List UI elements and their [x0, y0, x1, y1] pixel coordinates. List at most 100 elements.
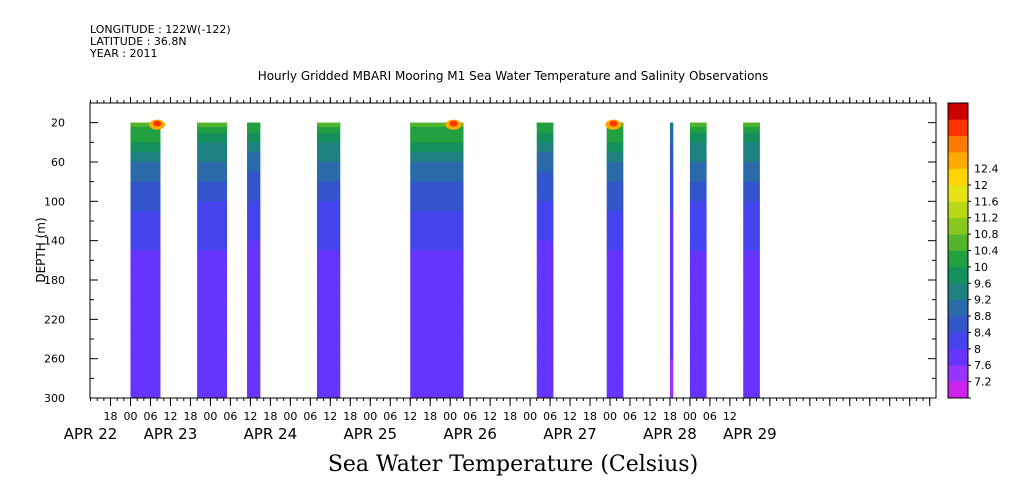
colorbar-swatch	[948, 168, 968, 186]
data-cell	[606, 240, 624, 251]
colorbar-label: 12.4	[974, 163, 999, 176]
data-cell	[410, 329, 464, 340]
data-cell	[410, 319, 464, 330]
data-cell	[606, 299, 624, 310]
data-cell	[197, 191, 228, 202]
data-cell	[689, 368, 707, 379]
data-cell	[130, 260, 161, 271]
x-tick-label: 00	[124, 410, 138, 423]
colorbar-swatch	[948, 299, 968, 317]
data-cell	[410, 211, 464, 222]
data-cell	[130, 142, 161, 153]
data-cell	[669, 368, 674, 379]
data-cell	[316, 348, 341, 360]
data-cell	[606, 171, 624, 183]
data-cell	[197, 329, 228, 340]
data-cell	[410, 240, 464, 251]
data-cell	[410, 132, 464, 143]
data-cell	[410, 270, 464, 281]
data-cell	[743, 368, 760, 379]
x-day-label: APR 28	[643, 425, 697, 443]
data-cell	[536, 339, 554, 350]
x-tick-label: 00	[363, 410, 377, 423]
data-cell	[316, 250, 341, 261]
colorbar-swatch	[948, 234, 968, 251]
data-cell	[689, 152, 707, 163]
data-cell	[316, 319, 341, 330]
data-cell	[197, 299, 228, 310]
data-cell	[130, 122, 161, 133]
data-cell	[410, 309, 464, 320]
data-cell	[247, 378, 261, 389]
data-cell	[130, 191, 161, 202]
data-cell	[669, 211, 674, 222]
data-cell	[197, 132, 228, 143]
data-cell	[130, 132, 161, 143]
data-cell	[197, 240, 228, 251]
data-cell	[316, 388, 341, 399]
data-cell	[247, 201, 261, 212]
data-cell	[743, 230, 760, 242]
x-tick-label: 18	[104, 410, 118, 423]
colorbar-label: 9.6	[974, 277, 992, 290]
data-cell	[410, 171, 464, 183]
x-tick-label: 00	[203, 410, 217, 423]
x-tick-label: 12	[563, 410, 577, 423]
data-cell	[689, 280, 707, 291]
colorbar-label: 10	[974, 261, 988, 274]
x-day-label: APR 23	[144, 425, 198, 443]
data-cell	[130, 230, 161, 242]
data-cell	[247, 260, 261, 271]
data-cell	[247, 348, 261, 360]
data-cell	[536, 388, 554, 399]
data-cell	[606, 191, 624, 202]
data-cell	[689, 339, 707, 350]
data-cell	[316, 171, 341, 183]
data-cell	[743, 181, 760, 192]
data-cell	[743, 319, 760, 330]
data-cell	[410, 280, 464, 291]
data-cell	[669, 260, 674, 271]
data-cell	[689, 181, 707, 192]
data-cell	[410, 142, 464, 153]
data-cell	[316, 122, 341, 127]
x-tick-label: 06	[543, 410, 557, 423]
data-cell	[197, 162, 228, 173]
x-day-label: APR 22	[64, 425, 118, 443]
data-cell	[536, 378, 554, 389]
data-cell	[669, 230, 674, 242]
data-cell	[606, 250, 624, 261]
data-cell	[743, 289, 760, 301]
data-cell	[197, 339, 228, 350]
x-tick-label: 06	[143, 410, 157, 423]
data-cell	[153, 120, 162, 127]
x-tick-label: 00	[443, 410, 457, 423]
data-cell	[606, 181, 624, 192]
data-cell	[130, 201, 161, 212]
data-cell	[536, 221, 554, 232]
data-cell	[130, 289, 161, 301]
data-cell	[743, 201, 760, 212]
data-cell	[669, 221, 674, 232]
y-tick-label: 260	[44, 353, 65, 366]
data-cell	[247, 221, 261, 232]
data-cell	[197, 122, 228, 127]
data-cell	[197, 181, 228, 192]
data-cell	[130, 211, 161, 222]
data-cell	[606, 270, 624, 281]
colorbar-swatch	[948, 365, 968, 382]
data-cell	[410, 201, 464, 212]
data-cell	[536, 162, 554, 173]
x-tick-label: 06	[383, 410, 397, 423]
data-cell	[689, 289, 707, 301]
data-cell	[130, 368, 161, 379]
data-cell	[197, 122, 228, 133]
data-cell	[130, 250, 161, 261]
data-cell	[130, 270, 161, 281]
data-cell	[247, 162, 261, 173]
y-tick-label: 300	[44, 392, 65, 405]
data-cell	[197, 250, 228, 261]
data-cell	[316, 260, 341, 271]
data-cell	[606, 201, 624, 212]
colorbar-label: 7.2	[974, 376, 992, 389]
